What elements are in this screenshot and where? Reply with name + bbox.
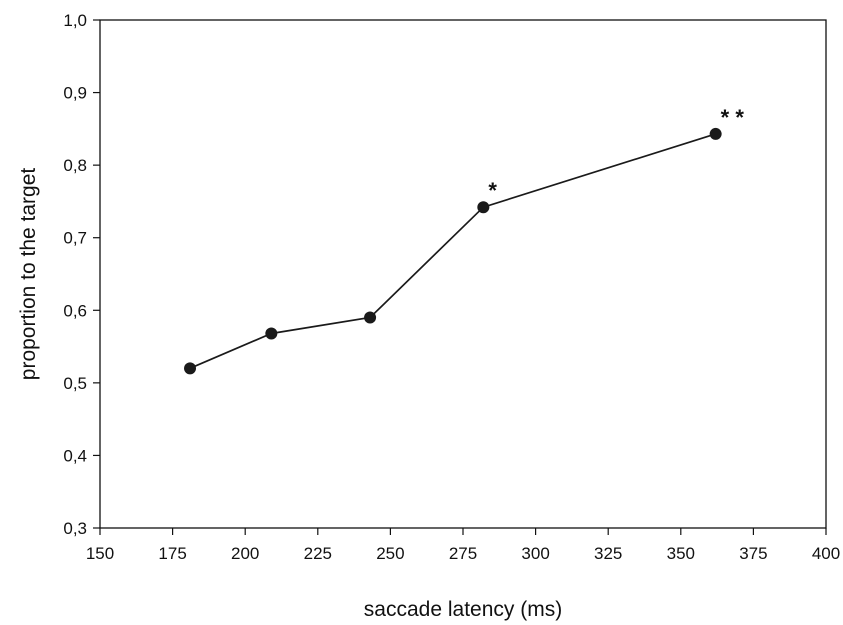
significance-annotation: * * (721, 105, 745, 130)
y-tick-label: 0,5 (63, 374, 87, 393)
x-axis-title: saccade latency (ms) (364, 598, 562, 621)
data-point (184, 362, 197, 375)
x-tick-label: 350 (667, 544, 695, 563)
y-tick-label: 0,7 (63, 229, 87, 248)
y-tick-label: 0,4 (63, 446, 87, 465)
x-tick-label: 325 (594, 544, 622, 563)
data-point (265, 327, 278, 340)
x-tick-label: 175 (158, 544, 186, 563)
x-tick-label: 400 (812, 544, 840, 563)
y-tick-label: 0,9 (63, 84, 87, 103)
axes (99, 19, 827, 529)
plot-frame (99, 19, 827, 529)
series (184, 127, 722, 375)
significance-annotation: * (488, 178, 497, 203)
y-tick-label: 1,0 (63, 11, 87, 30)
data-point (364, 311, 377, 324)
x-tick-label: 225 (304, 544, 332, 563)
y-tick-label: 0,8 (63, 156, 87, 175)
ticks (93, 19, 827, 535)
x-tick-label: 275 (449, 544, 477, 563)
data-point (709, 127, 722, 140)
data-point (477, 201, 490, 214)
x-tick-label: 150 (86, 544, 114, 563)
x-tick-label: 250 (376, 544, 404, 563)
y-axis-title: proportion to the target (17, 168, 40, 381)
x-tick-label: 300 (521, 544, 549, 563)
x-tick-label: 375 (739, 544, 767, 563)
x-tick-label: 200 (231, 544, 259, 563)
y-tick-label: 0,3 (63, 519, 87, 538)
tick-labels: 150 175 200 225 250 275 300 325 350 375 400 0,3 0,4 0… (63, 11, 840, 563)
annotations: * * * (488, 105, 744, 203)
y-tick-label: 0,6 (63, 301, 87, 320)
